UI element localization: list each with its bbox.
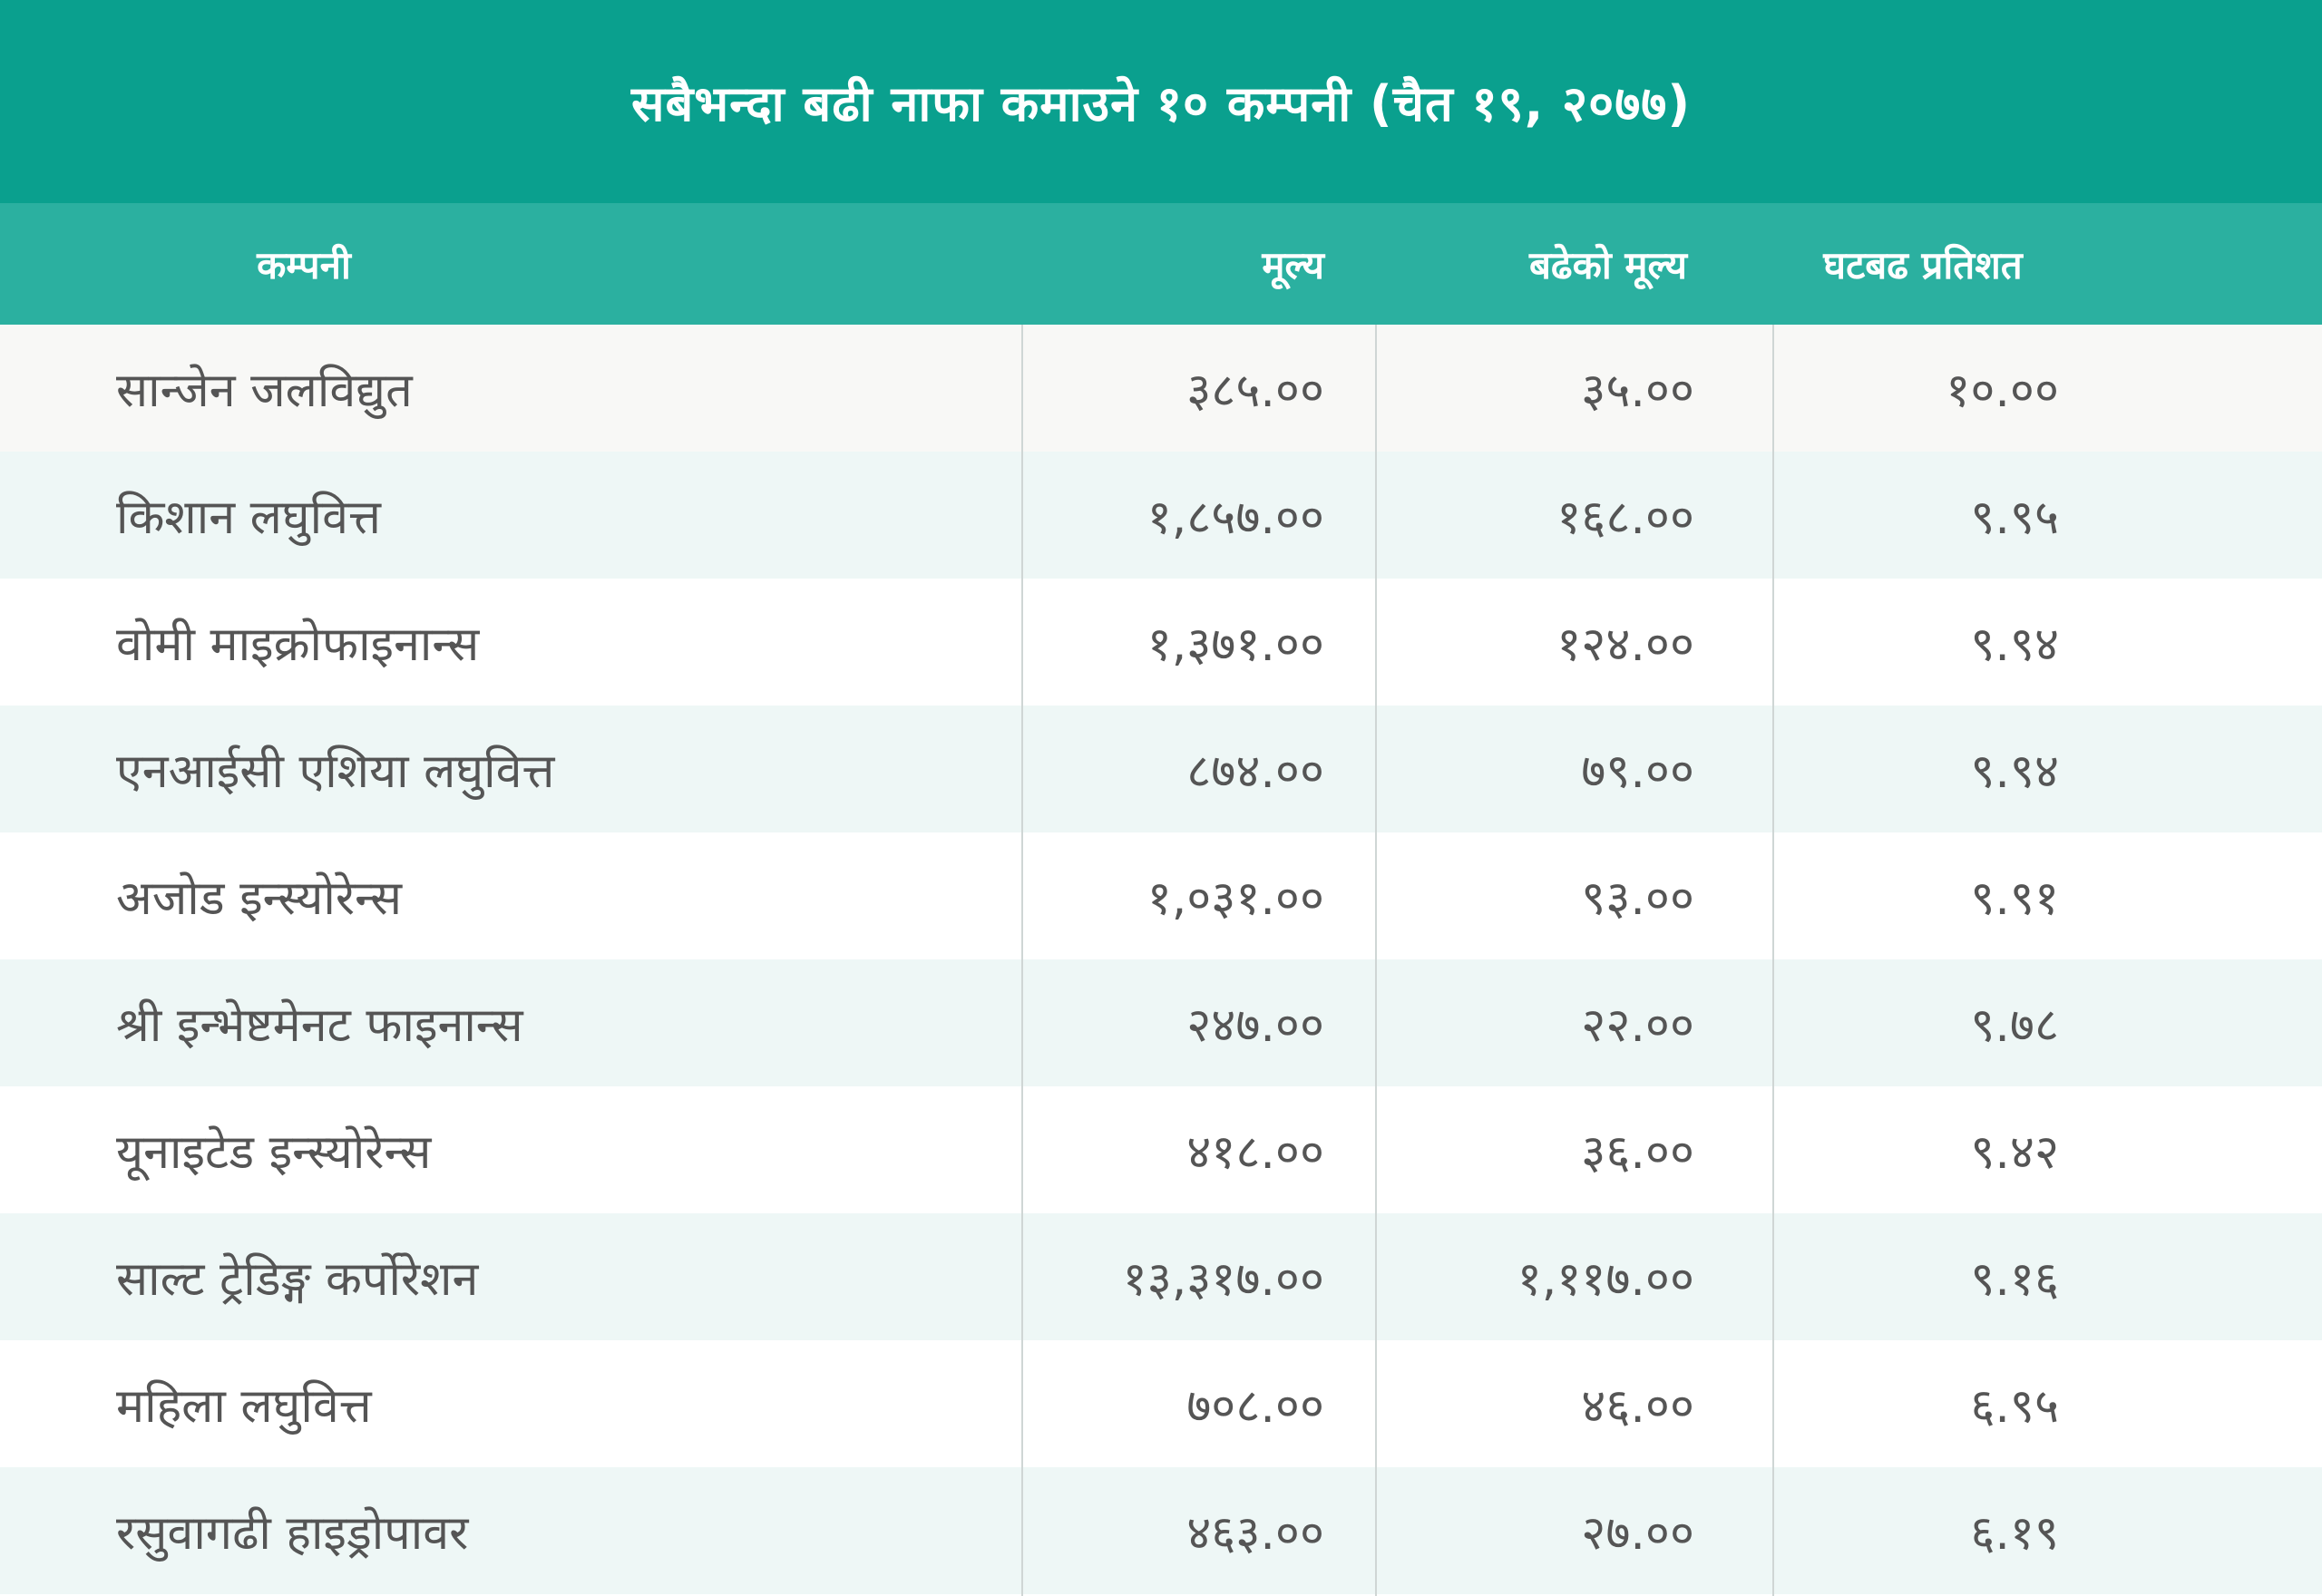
table-header: कम्पनी मूल्य बढेको मूल्य घटबढ प्रतिशत [0, 203, 2322, 325]
change-cell: ९.९५ [1970, 490, 2059, 545]
increase-cell: ४६.०० [1581, 1378, 1694, 1434]
change-cell: ९.४२ [1970, 1124, 2059, 1180]
change-cell: १०.०० [1946, 363, 2059, 418]
company-cell: यूनाइटेड इन्स्योरेन्स [116, 1124, 432, 1180]
title-banner: सबैभन्दा बढी नाफा कमाउने १० कम्पनी (चैत … [0, 0, 2322, 203]
change-cell: ९.१६ [1970, 1251, 2059, 1307]
price-cell: २४७.०० [1186, 998, 1324, 1053]
price-cell: ४६३.०० [1186, 1505, 1324, 1561]
price-cell: १३,३१७.०० [1122, 1251, 1324, 1307]
change-cell: ९.९४ [1970, 617, 2059, 672]
column-divider [1772, 325, 1774, 1596]
increase-cell: ३५.०० [1581, 363, 1694, 418]
column-header-increase: बढेको मूल्य [1528, 242, 1687, 287]
price-cell: ३८५.०० [1186, 363, 1324, 418]
column-header-change-percent: घटबढ प्रतिशत [1823, 242, 2023, 287]
company-cell: रसुवागढी हाइड्रोपावर [116, 1505, 469, 1561]
company-cell: सान्जेन जलविद्युत [116, 363, 413, 418]
price-cell: १,८५७.०० [1146, 490, 1324, 545]
column-divider [1021, 325, 1023, 1596]
company-cell: श्री इन्भेष्टमेनट फाइनान्स [116, 998, 523, 1053]
table-row: एनआईसी एशिया लघुवित्त ८७४.०० ७९.०० ९.९४ [0, 706, 2322, 832]
table-row: सान्जेन जलविद्युत ३८५.०० ३५.०० १०.०० [0, 325, 2322, 452]
table-title: सबैभन्दा बढी नाफा कमाउने १० कम्पनी (चैत … [630, 75, 1692, 132]
increase-cell: ७९.०० [1581, 744, 1694, 799]
price-cell: ८७४.०० [1186, 744, 1324, 799]
table-row: श्री इन्भेष्टमेनट फाइनान्स २४७.०० २२.०० … [0, 959, 2322, 1086]
company-cell: साल्ट ट्रेडिङ्ग कर्पोरेशन [116, 1251, 479, 1307]
company-cell: एनआईसी एशिया लघुवित्त [116, 744, 555, 799]
increase-cell: १२४.०० [1556, 617, 1694, 672]
increase-cell: ३६.०० [1581, 1124, 1694, 1180]
increase-cell: १६८.०० [1556, 490, 1694, 545]
column-header-price: मूल्य [1262, 242, 1324, 287]
company-cell: अजोड इन्स्योरेन्स [116, 871, 403, 926]
company-cell: किशान लघुवित्त [116, 490, 381, 545]
price-cell: ४१८.०० [1186, 1124, 1324, 1180]
table-row: अजोड इन्स्योरेन्स १,०३१.०० ९३.०० ९.९१ [0, 832, 2322, 959]
increase-cell: १,११७.०० [1517, 1251, 1694, 1307]
price-cell: १,०३१.०० [1146, 871, 1324, 926]
column-header-company: कम्पनी [257, 242, 351, 287]
table-row: साल्ट ट्रेडिङ्ग कर्पोरेशन १३,३१७.०० १,११… [0, 1213, 2322, 1340]
change-cell: ९.९४ [1970, 744, 2059, 799]
price-cell: १,३७१.०० [1146, 617, 1324, 672]
table-row: वोमी माइक्रोफाइनान्स १,३७१.०० १२४.०० ९.९… [0, 579, 2322, 706]
increase-cell: ९३.०० [1581, 871, 1694, 926]
company-cell: वोमी माइक्रोफाइनान्स [116, 617, 480, 672]
increase-cell: २२.०० [1581, 998, 1694, 1053]
table-row: किशान लघुवित्त १,८५७.०० १६८.०० ९.९५ [0, 452, 2322, 579]
increase-cell: २७.०० [1581, 1505, 1694, 1561]
table-row: यूनाइटेड इन्स्योरेन्स ४१८.०० ३६.०० ९.४२ [0, 1086, 2322, 1213]
change-cell: ९.९१ [1970, 871, 2059, 926]
company-cell: महिला लघुवित्त [116, 1378, 372, 1434]
price-cell: ७०८.०० [1186, 1378, 1324, 1434]
change-cell: ६.१९ [1970, 1505, 2059, 1561]
change-cell: ९.७८ [1970, 998, 2059, 1053]
table-row: रसुवागढी हाइड्रोपावर ४६३.०० २७.०० ६.१९ [0, 1467, 2322, 1594]
table-row: महिला लघुवित्त ७०८.०० ४६.०० ६.९५ [0, 1340, 2322, 1467]
change-cell: ६.९५ [1970, 1378, 2059, 1434]
table-body: सान्जेन जलविद्युत ३८५.०० ३५.०० १०.०० किश… [0, 325, 2322, 1596]
column-divider [1375, 325, 1377, 1596]
